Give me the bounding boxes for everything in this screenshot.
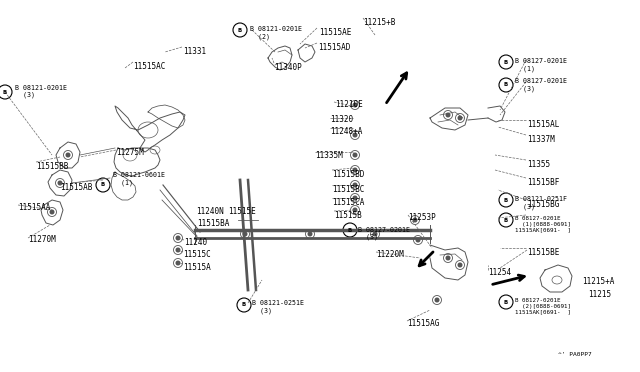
Text: 11515AB: 11515AB	[60, 183, 92, 192]
Text: B: B	[348, 228, 352, 232]
Text: 11515BE: 11515BE	[527, 248, 559, 257]
Circle shape	[446, 113, 450, 117]
Text: 11515A: 11515A	[183, 263, 211, 272]
Circle shape	[353, 183, 357, 187]
Text: B 08121-0251E
  (3): B 08121-0251E (3)	[252, 300, 304, 314]
Text: B 08121-0251F
  (3): B 08121-0251F (3)	[515, 196, 567, 209]
Text: 11275M: 11275M	[116, 148, 144, 157]
Text: 11335M: 11335M	[315, 151, 343, 160]
Circle shape	[176, 236, 180, 240]
Circle shape	[176, 261, 180, 265]
Circle shape	[353, 208, 357, 212]
Circle shape	[458, 263, 462, 267]
Circle shape	[243, 232, 247, 236]
Text: 11270M: 11270M	[28, 235, 56, 244]
Text: 11515AL: 11515AL	[527, 120, 559, 129]
Text: B 08127-0201E
  (2)[0888-0691]
11515AK[0691-  ]: B 08127-0201E (2)[0888-0691] 11515AK[069…	[515, 298, 571, 315]
Text: 11515AG: 11515AG	[407, 319, 440, 328]
Circle shape	[353, 133, 357, 137]
Text: B 08127-0201E
  (3): B 08127-0201E (3)	[515, 78, 567, 92]
Text: B 08127-0201E
  (1): B 08127-0201E (1)	[515, 58, 567, 71]
Text: 11220M: 11220M	[376, 250, 404, 259]
Circle shape	[435, 298, 439, 302]
Text: 11320: 11320	[330, 115, 353, 124]
Text: 11215+B: 11215+B	[363, 18, 396, 27]
Text: 11248+A: 11248+A	[330, 127, 362, 136]
Text: B: B	[504, 299, 508, 305]
Circle shape	[446, 256, 450, 260]
Text: 11515BD: 11515BD	[332, 170, 364, 179]
Circle shape	[413, 218, 417, 222]
Text: 11355: 11355	[527, 160, 550, 169]
Text: B 08121-0601E
  (1): B 08121-0601E (1)	[113, 172, 165, 186]
Text: 11515BA: 11515BA	[197, 219, 229, 228]
Circle shape	[458, 116, 462, 120]
Text: ^' PA0PP7: ^' PA0PP7	[558, 352, 592, 357]
Text: 11254: 11254	[488, 268, 511, 277]
Circle shape	[373, 232, 377, 236]
Text: B 08121-0201E
  (3): B 08121-0201E (3)	[15, 85, 67, 99]
Text: 11331: 11331	[183, 47, 206, 56]
Text: B: B	[242, 302, 246, 308]
Text: 11515BG: 11515BG	[527, 200, 559, 209]
Text: 11515AE: 11515AE	[319, 28, 351, 37]
Text: 11515E: 11515E	[228, 207, 256, 216]
Circle shape	[58, 181, 62, 185]
Circle shape	[308, 232, 312, 236]
Text: 11515BC: 11515BC	[332, 185, 364, 194]
Text: B: B	[504, 218, 508, 222]
Circle shape	[353, 103, 357, 107]
Text: 11515AA: 11515AA	[18, 203, 51, 212]
Text: 11210E: 11210E	[335, 100, 363, 109]
Text: B: B	[504, 198, 508, 202]
Text: 11337M: 11337M	[527, 135, 555, 144]
Circle shape	[66, 153, 70, 157]
Text: B 08121-0201E
  (2): B 08121-0201E (2)	[250, 26, 302, 39]
Text: B: B	[504, 83, 508, 87]
Text: 11515AD: 11515AD	[318, 43, 350, 52]
Circle shape	[353, 168, 357, 172]
Text: 11515AC: 11515AC	[133, 62, 165, 71]
Text: 11515BF: 11515BF	[527, 178, 559, 187]
Text: B: B	[504, 60, 508, 64]
Text: B 08127-0201E
  (3): B 08127-0201E (3)	[358, 227, 410, 241]
Circle shape	[353, 196, 357, 200]
Text: B: B	[101, 183, 105, 187]
Text: 11215: 11215	[588, 290, 611, 299]
Circle shape	[176, 248, 180, 252]
Text: B: B	[238, 28, 242, 32]
Text: 11515CA: 11515CA	[332, 198, 364, 207]
Text: 11340P: 11340P	[274, 63, 301, 72]
Text: 11215+A: 11215+A	[582, 277, 614, 286]
Text: 11253P: 11253P	[408, 213, 436, 222]
Text: 11515B: 11515B	[334, 211, 362, 220]
Circle shape	[353, 153, 357, 157]
Text: 11515C: 11515C	[183, 250, 211, 259]
Circle shape	[50, 210, 54, 214]
Text: B 08127-0201E
  (1)[0888-0691]
11515AK[0691-  ]: B 08127-0201E (1)[0888-0691] 11515AK[069…	[515, 216, 571, 232]
Circle shape	[416, 238, 420, 242]
Text: 11515BB: 11515BB	[36, 162, 68, 171]
Text: 11240N: 11240N	[196, 207, 224, 216]
Text: B: B	[3, 90, 7, 94]
Text: 11240: 11240	[184, 238, 207, 247]
